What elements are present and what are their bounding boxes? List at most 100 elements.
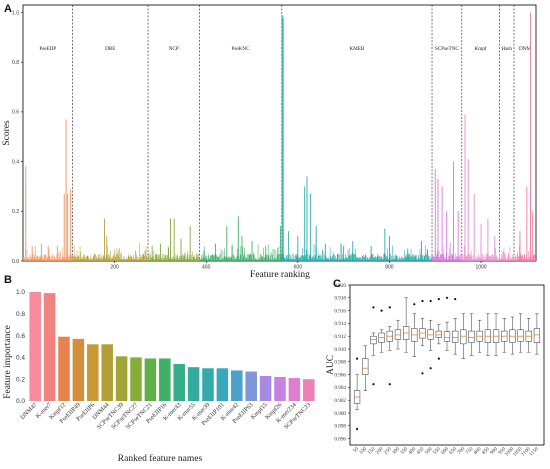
importance-bar: [245, 371, 257, 401]
x-tick-label-a: 800: [385, 265, 394, 271]
box: [452, 330, 459, 343]
box-plot: [476, 319, 483, 353]
x-tick-label-c: 500: [424, 446, 434, 456]
outlier-point: [437, 357, 440, 360]
y-tick-label-c: 0.912: [334, 334, 346, 340]
x-tick-label-c: 700: [457, 446, 467, 456]
box: [517, 329, 524, 342]
panel-b-label: B: [4, 274, 12, 286]
region-label: SCPseTNC: [435, 46, 459, 52]
panel-c: C 0.896 0.898 0.900 0.902 0.904 0.906 0.908 0.9…: [326, 278, 545, 458]
y-tick-label-b: 0.0: [16, 398, 25, 405]
x-tick-label-a: 1000: [475, 265, 486, 271]
x-tick-label-c: 300: [391, 446, 401, 456]
x-tick-label-c: 600: [440, 446, 450, 456]
importance-bar: [259, 375, 272, 401]
x-tick-label-c: 900: [489, 446, 499, 456]
x-tick-label-c: 100: [358, 446, 368, 456]
box: [533, 328, 541, 343]
importance-bar: [202, 368, 214, 401]
y-tick-label-a: 0.2: [12, 209, 19, 215]
region-label: PseEIIP: [39, 46, 56, 52]
outlier-point: [388, 383, 391, 386]
box-plot: [386, 306, 393, 386]
y-tick-label-c: 0.896: [334, 436, 346, 442]
outlier-point: [380, 309, 383, 312]
importance-bar: [159, 358, 171, 401]
panel-c-label: C: [333, 278, 341, 290]
x-tick-label-a: 400: [202, 265, 211, 271]
outlier-point: [421, 299, 424, 303]
outlier-point: [413, 303, 416, 306]
y-tick-label-c: 0.908: [334, 360, 346, 366]
box-plot: [394, 319, 402, 350]
y-tick-label-b: 0.6: [16, 333, 25, 340]
region-label: DBE: [105, 46, 115, 52]
y-tick-label-c: 0.904: [334, 385, 346, 391]
importance-bar: [72, 338, 85, 401]
x-tick-label-c: 550: [432, 446, 442, 456]
box-plot: [411, 303, 418, 357]
outlier-point: [355, 357, 359, 360]
box-plot: [484, 313, 491, 356]
box-plot: [443, 296, 451, 351]
outlier-point: [388, 306, 391, 309]
x-tick-label-c: 1100: [520, 446, 532, 458]
x-axis-label-b: Ranked feature names: [118, 453, 203, 464]
x-tick-label-c: 1150: [528, 446, 540, 458]
box-plot: [468, 313, 475, 356]
importance-bar: [274, 377, 286, 401]
outlier-point: [429, 299, 432, 303]
x-tick-label-c: 800: [473, 446, 483, 456]
x-tick-label-c: 450: [416, 446, 426, 456]
box-plot: [533, 313, 541, 355]
box: [435, 330, 442, 338]
box-plot: [501, 318, 508, 353]
importance-bar: [43, 293, 56, 401]
box: [362, 358, 369, 375]
panel-a-label: A: [4, 3, 12, 15]
box-plot: [419, 299, 426, 375]
y-axis-label-c: AUC: [326, 355, 336, 375]
outlier-point: [372, 383, 375, 386]
region-label: Hash: [501, 46, 512, 52]
importance-bar: [303, 379, 315, 401]
importance-bar: [130, 357, 142, 401]
importance-bar: [187, 367, 200, 401]
y-tick-label-a: 1.0: [12, 10, 19, 16]
region-label: Kmpf: [475, 45, 487, 52]
importance-bar: [101, 344, 113, 401]
box-plot: [362, 345, 369, 391]
y-axis-label-b: Feature importance: [3, 325, 13, 399]
y-tick-label-c: 0.902: [334, 398, 346, 404]
y-tick-label-c: 0.906: [334, 372, 346, 378]
outlier-point: [429, 367, 432, 370]
y-tick-label-a: 0.6: [12, 110, 19, 116]
region-label: KMER: [349, 46, 365, 52]
region-label: DNM: [519, 46, 531, 52]
importance-bar: [288, 378, 301, 401]
box-plot: [452, 297, 459, 355]
y-tick-label-a: 0.4: [12, 159, 19, 165]
box-plot: [525, 318, 532, 353]
y-tick-label-b: 0.8: [16, 311, 25, 318]
box-plot: [370, 306, 377, 386]
box-plot: [509, 316, 516, 355]
y-tick-label-a: 0.8: [12, 60, 19, 66]
importance-bar: [144, 358, 157, 401]
importance-bar: [58, 336, 70, 401]
outlier-point: [421, 372, 424, 375]
panel-b: B 0.00.20.40.60.81.0 DNM47K-mer7Kmpf12Ps…: [3, 274, 315, 464]
importance-bar: [115, 356, 128, 401]
outlier-point: [437, 297, 440, 301]
y-tick-label-c: 0.914: [334, 321, 346, 327]
panel-a: A PseEIIP DBE NCP PseKNC KMER SCPseTNC Kmpf Has…: [2, 3, 537, 280]
box-plot: [403, 297, 410, 353]
box: [468, 330, 475, 343]
plot-frame-c: [349, 284, 545, 446]
x-tick-label-c: 350: [399, 446, 409, 456]
y-tick-label-c: 0.916: [334, 308, 346, 314]
x-tick-label-c: 1050: [512, 446, 524, 458]
y-tick-label-c: 0.920: [334, 283, 346, 289]
